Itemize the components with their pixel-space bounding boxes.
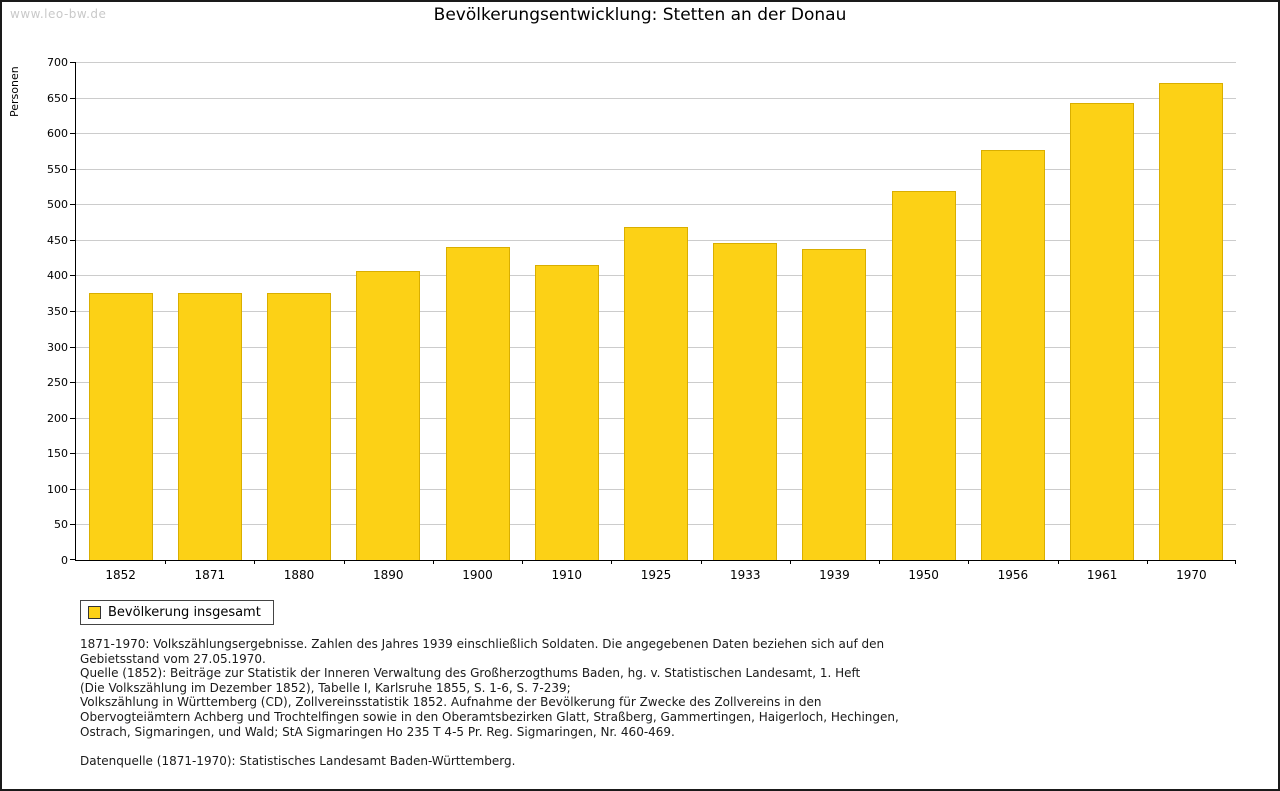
x-axis-tick: [522, 560, 524, 564]
footnote-line: 1871-1970: Volkszählungsergebnisse. Zahl…: [80, 637, 885, 651]
gridline: [76, 62, 1236, 63]
bar: [1070, 103, 1135, 560]
x-tick-label: 1900: [462, 568, 493, 582]
bar: [624, 227, 688, 560]
footnote-line: (Die Volkszählung im Dezember 1852), Tab…: [80, 680, 571, 695]
y-tick-label: 650: [47, 91, 68, 105]
bar: [356, 271, 421, 560]
y-tick-label: 700: [47, 56, 68, 69]
y-tick-label: 400: [47, 269, 68, 283]
x-tick-label: 1852: [105, 568, 136, 582]
bar: [713, 243, 778, 560]
x-axis-tick: [1235, 560, 1236, 564]
y-axis-tick: [70, 311, 75, 312]
bar: [267, 292, 332, 560]
x-axis-tick: [879, 560, 881, 564]
footnote-line: Obervogteiämtern Achberg und Trochtelfin…: [80, 709, 899, 724]
plot-area: 0 50 100 150 200 250 300 350 400 450 500 550 600 650 7…: [47, 56, 1236, 582]
y-tick-label: 500: [47, 198, 68, 212]
x-axis-tick: [789, 560, 791, 564]
x-axis-tick: [700, 560, 702, 564]
y-tick-label: 600: [47, 127, 68, 141]
gridline: [76, 133, 1236, 135]
y-axis-tick: [70, 453, 75, 455]
bar: [534, 264, 599, 560]
footnote-line: Ostrach, Sigmaringen, und Wald; StA Sigm…: [80, 724, 675, 739]
y-axis-tick: [70, 168, 75, 170]
x-tick-label: 1950: [908, 568, 939, 582]
x-tick-label: 1939: [819, 568, 850, 582]
bar: [802, 249, 867, 560]
bar: [980, 150, 1045, 560]
bar: [891, 190, 956, 560]
y-axis-tick: [70, 133, 75, 135]
legend-label: Bevölkerung insgesamt: [108, 605, 261, 620]
x-axis-tick: [343, 560, 345, 564]
bar: [1159, 82, 1224, 560]
y-tick-label: 450: [47, 233, 68, 247]
x-tick-label: 1910: [551, 568, 583, 582]
legend-swatch-icon: [88, 606, 101, 619]
footnote-line: Volkszählung in Württemberg (CD), Zollve…: [80, 695, 822, 710]
footnote-line: Quelle (1852): Beiträge zur Statistik de…: [80, 666, 861, 681]
y-axis-tick: [70, 239, 75, 241]
y-axis-tick: [70, 559, 75, 560]
footnotes: 1871-1970: Volkszählungsergebnisse. Zahl…: [80, 637, 899, 768]
y-tick-label: 50: [54, 518, 68, 532]
footnote-line: Gebietsstand vom 27.05.1970.: [80, 651, 266, 666]
y-axis-tick: [70, 97, 75, 99]
y-axis-tick: [70, 346, 75, 348]
y-tick-label: 350: [47, 305, 68, 318]
y-tick-label: 150: [47, 447, 68, 461]
x-tick-label: 1871: [194, 568, 226, 582]
x-axis-tick: [968, 560, 970, 564]
y-tick-label: 250: [47, 376, 68, 390]
x-tick-label: 1880: [283, 568, 315, 582]
y-tick-label: 300: [47, 340, 68, 354]
x-axis-tick: [1057, 560, 1059, 564]
x-tick-label: 1933: [729, 568, 761, 582]
x-axis-tick: [165, 560, 167, 564]
x-tick-label: 1925: [640, 568, 672, 582]
y-axis-tick: [70, 62, 75, 63]
chart-title: Bevölkerungsentwicklung: Stetten an der …: [433, 5, 847, 25]
legend: Bevölkerung insgesamt: [80, 600, 274, 625]
x-axis-tick: [432, 560, 434, 564]
y-axis-tick: [70, 275, 75, 277]
x-tick-label: 1961: [1086, 568, 1118, 582]
x-tick-label: 1956: [997, 568, 1029, 582]
x-axis-tick: [1146, 560, 1148, 564]
y-axis-tick: [70, 417, 75, 419]
gridline: [76, 204, 1236, 206]
x-axis-tick: [611, 560, 613, 564]
x-tick-label: 1890: [373, 568, 404, 582]
y-axis-label: Personen: [8, 66, 21, 117]
y-tick-label: 0: [61, 554, 68, 567]
y-tick-label: 100: [47, 482, 68, 496]
bar: [177, 292, 242, 560]
y-tick-label: 550: [47, 162, 68, 176]
x-tick-label: 1970: [1176, 568, 1207, 582]
footnote-line: [80, 739, 899, 754]
gridline: [76, 168, 1236, 170]
bar: [88, 293, 153, 560]
y-axis-tick: [70, 382, 75, 384]
footnote-line: Datenquelle (1871-1970): Statistisches L…: [80, 753, 516, 768]
y-axis-tick: [70, 204, 75, 206]
y-tick-label: 200: [47, 411, 68, 425]
gridline: [76, 97, 1236, 99]
bar: [445, 246, 510, 560]
y-axis-tick: [70, 524, 75, 526]
watermark-leo-bw: www.leo-bw.de: [10, 7, 107, 21]
y-axis-tick: [70, 488, 75, 490]
x-axis-tick: [254, 560, 256, 564]
